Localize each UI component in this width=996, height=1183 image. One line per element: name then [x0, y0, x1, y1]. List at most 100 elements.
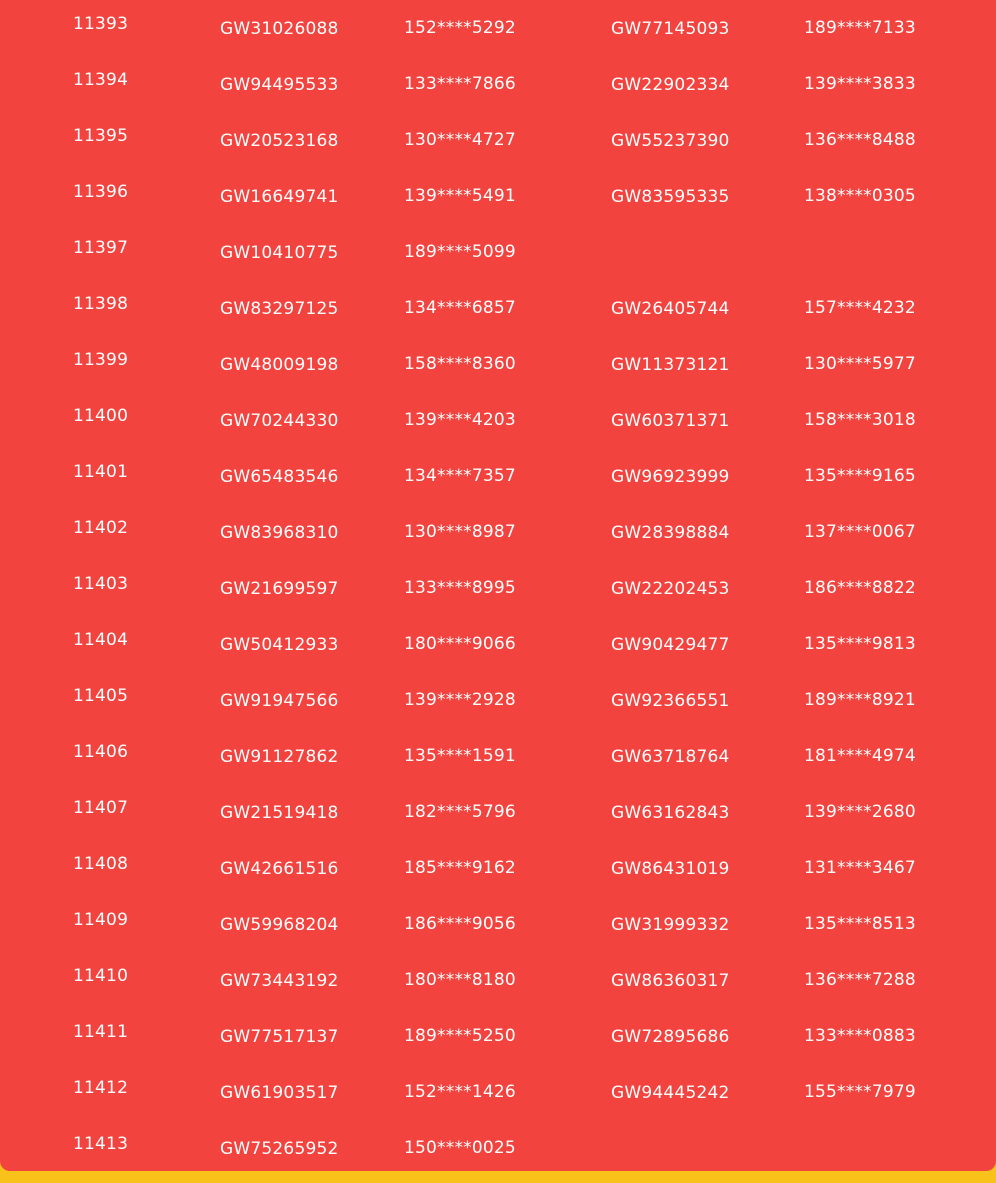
phone-2: 133****0883: [804, 1026, 916, 1046]
member-id-2: GW86360317: [611, 971, 730, 991]
phone-1: 189****5099: [404, 242, 516, 262]
member-id-2: GW63718764: [611, 747, 730, 767]
table-row: 11398 GW83297125 134****6857 GW26405744 157*…: [0, 283, 996, 339]
phone-1: 152****5292: [404, 18, 516, 38]
row-number: 11405: [73, 686, 129, 706]
row-number: 11404: [73, 630, 129, 650]
row-number: 11406: [73, 742, 129, 762]
phone-2: 139****2680: [804, 802, 916, 822]
member-id-2: GW11373121: [611, 355, 730, 375]
table-row: 11411 GW77517137 189****5250 GW72895686 133*…: [0, 1011, 996, 1067]
member-id-2: GW60371371: [611, 411, 730, 431]
table-row: 11407 GW21519418 182****5796 GW63162843 139*…: [0, 787, 996, 843]
table-row: 11412 GW61903517 152****1426 GW94445242 155*…: [0, 1067, 996, 1123]
phone-2: 181****4974: [804, 746, 916, 766]
row-number: 11399: [73, 350, 129, 370]
table-row: 11404 GW50412933 180****9066 GW90429477 135*…: [0, 619, 996, 675]
member-id-2: GW77145093: [611, 19, 730, 39]
phone-1: 180****9066: [404, 634, 516, 654]
table-row: 11403 GW21699597 133****8995 GW22202453 186*…: [0, 563, 996, 619]
row-number: 11403: [73, 574, 129, 594]
phone-1: 139****4203: [404, 410, 516, 430]
row-number: 11411: [73, 1022, 129, 1042]
table-row: 11395 GW20523168 130****4727 GW55237390 136*…: [0, 115, 996, 171]
member-id-2: GW31999332: [611, 915, 730, 935]
member-id-1: GW73443192: [220, 971, 339, 991]
row-number: 11402: [73, 518, 129, 538]
member-id-1: GW70244330: [220, 411, 339, 431]
row-number: 11401: [73, 462, 129, 482]
phone-1: 135****1591: [404, 746, 516, 766]
table-row: 11409 GW59968204 186****9056 GW31999332 135*…: [0, 899, 996, 955]
row-number: 11395: [73, 126, 129, 146]
phone-2: 136****7288: [804, 970, 916, 990]
member-id-1: GW75265952: [220, 1139, 339, 1159]
phone-2: 139****3833: [804, 74, 916, 94]
phone-2: 130****5977: [804, 354, 916, 374]
member-id-1: GW83968310: [220, 523, 339, 543]
member-id-2: GW92366551: [611, 691, 730, 711]
table-row: 11405 GW91947566 139****2928 GW92366551 189*…: [0, 675, 996, 731]
table-row: 11413 GW75265952 150****0025: [0, 1123, 996, 1179]
phone-1: 133****8995: [404, 578, 516, 598]
member-id-2: GW96923999: [611, 467, 730, 487]
phone-1: 152****1426: [404, 1082, 516, 1102]
member-id-1: GW31026088: [220, 19, 339, 39]
phone-1: 189****5250: [404, 1026, 516, 1046]
member-id-1: GW59968204: [220, 915, 339, 935]
phone-1: 133****7866: [404, 74, 516, 94]
member-id-1: GW50412933: [220, 635, 339, 655]
phone-2: 155****7979: [804, 1082, 916, 1102]
member-id-2: GW86431019: [611, 859, 730, 879]
member-id-1: GW77517137: [220, 1027, 339, 1047]
table-row: 11394 GW94495533 133****7866 GW22902334 139*…: [0, 59, 996, 115]
phone-1: 139****5491: [404, 186, 516, 206]
table-row: 11406 GW91127862 135****1591 GW63718764 181*…: [0, 731, 996, 787]
row-number: 11394: [73, 70, 129, 90]
member-id-2: GW28398884: [611, 523, 730, 543]
phone-2: 138****0305: [804, 186, 916, 206]
phone-2: 136****8488: [804, 130, 916, 150]
row-number: 11413: [73, 1134, 129, 1154]
row-number: 11398: [73, 294, 129, 314]
phone-1: 150****0025: [404, 1138, 516, 1158]
phone-2: 135****9813: [804, 634, 916, 654]
row-number: 11396: [73, 182, 129, 202]
phone-2: 137****0067: [804, 522, 916, 542]
member-id-1: GW61903517: [220, 1083, 339, 1103]
member-id-2: GW63162843: [611, 803, 730, 823]
row-number: 11407: [73, 798, 129, 818]
phone-2: 135****9165: [804, 466, 916, 486]
member-id-1: GW91127862: [220, 747, 339, 767]
phone-2: 135****8513: [804, 914, 916, 934]
member-id-1: GW91947566: [220, 691, 339, 711]
table-row: 11410 GW73443192 180****8180 GW86360317 136*…: [0, 955, 996, 1011]
phone-1: 130****8987: [404, 522, 516, 542]
phone-1: 130****4727: [404, 130, 516, 150]
table-row: 11396 GW16649741 139****5491 GW83595335 138*…: [0, 171, 996, 227]
row-number: 11412: [73, 1078, 129, 1098]
phone-1: 182****5796: [404, 802, 516, 822]
table-row: 11400 GW70244330 139****4203 GW60371371 158*…: [0, 395, 996, 451]
member-id-2: GW90429477: [611, 635, 730, 655]
member-id-1: GW20523168: [220, 131, 339, 151]
row-number: 11409: [73, 910, 129, 930]
table-row: 11393 GW31026088 152****5292 GW77145093 189*…: [0, 3, 996, 59]
member-id-1: GW65483546: [220, 467, 339, 487]
member-id-2: GW55237390: [611, 131, 730, 151]
table-row: 11402 GW83968310 130****8987 GW28398884 137*…: [0, 507, 996, 563]
member-id-1: GW83297125: [220, 299, 339, 319]
phone-1: 185****9162: [404, 858, 516, 878]
member-id-2: GW72895686: [611, 1027, 730, 1047]
member-id-1: GW21519418: [220, 803, 339, 823]
row-number: 11397: [73, 238, 129, 258]
row-number: 11400: [73, 406, 129, 426]
member-id-1: GW16649741: [220, 187, 339, 207]
phone-1: 158****8360: [404, 354, 516, 374]
member-id-2: GW26405744: [611, 299, 730, 319]
member-id-1: GW48009198: [220, 355, 339, 375]
member-id-2: GW22202453: [611, 579, 730, 599]
phone-2: 131****3467: [804, 858, 916, 878]
phone-1: 180****8180: [404, 970, 516, 990]
